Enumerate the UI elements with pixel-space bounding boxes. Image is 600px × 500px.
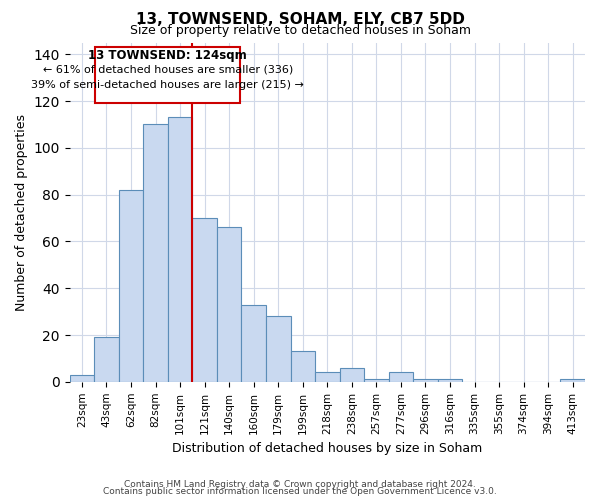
FancyBboxPatch shape — [95, 47, 240, 104]
Y-axis label: Number of detached properties: Number of detached properties — [15, 114, 28, 310]
Text: Size of property relative to detached houses in Soham: Size of property relative to detached ho… — [130, 24, 470, 37]
Bar — [266, 316, 290, 382]
Bar — [340, 368, 364, 382]
Bar — [217, 228, 241, 382]
Text: 39% of semi-detached houses are larger (215) →: 39% of semi-detached houses are larger (… — [31, 80, 304, 90]
Bar — [241, 304, 266, 382]
Bar — [438, 380, 462, 382]
Text: Contains HM Land Registry data © Crown copyright and database right 2024.: Contains HM Land Registry data © Crown c… — [124, 480, 476, 489]
Bar — [389, 372, 413, 382]
Bar — [560, 380, 585, 382]
Text: ← 61% of detached houses are smaller (336): ← 61% of detached houses are smaller (33… — [43, 64, 293, 74]
Bar — [94, 338, 119, 382]
Text: 13 TOWNSEND: 124sqm: 13 TOWNSEND: 124sqm — [88, 49, 247, 62]
Bar — [364, 380, 389, 382]
Text: Contains public sector information licensed under the Open Government Licence v3: Contains public sector information licen… — [103, 487, 497, 496]
X-axis label: Distribution of detached houses by size in Soham: Distribution of detached houses by size … — [172, 442, 482, 455]
Bar — [168, 118, 193, 382]
Bar — [70, 375, 94, 382]
Bar — [315, 372, 340, 382]
Bar — [119, 190, 143, 382]
Bar — [413, 380, 438, 382]
Bar — [193, 218, 217, 382]
Text: 13, TOWNSEND, SOHAM, ELY, CB7 5DD: 13, TOWNSEND, SOHAM, ELY, CB7 5DD — [136, 12, 464, 28]
Bar — [143, 124, 168, 382]
Bar — [290, 352, 315, 382]
